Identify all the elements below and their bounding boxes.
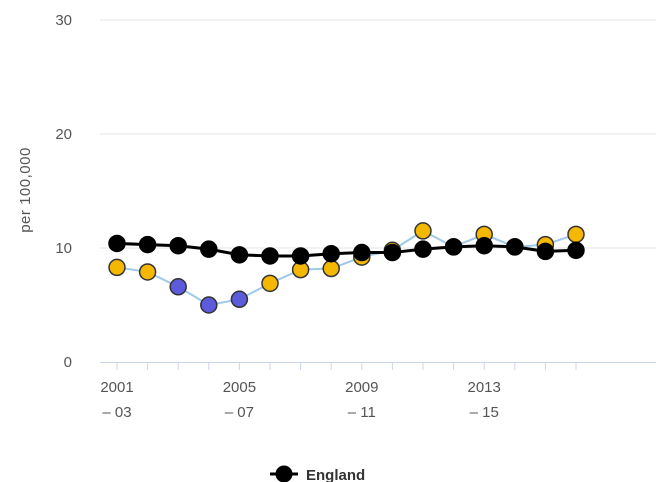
england-data-point[interactable]: [353, 243, 371, 262]
x-tick-label-range: – 11: [348, 404, 376, 421]
series: [108, 222, 585, 314]
x-tick-label: 2013: [468, 379, 501, 396]
england-data-point[interactable]: [322, 244, 340, 263]
legend-item-england[interactable]: England: [306, 467, 365, 482]
area-data-point[interactable]: [200, 296, 218, 314]
y-tick-label: 20: [55, 126, 72, 143]
england-data-point[interactable]: [383, 243, 402, 262]
england-data-point[interactable]: [506, 238, 524, 256]
area-data-point[interactable]: [322, 259, 340, 278]
y-axis-title: per 100,000: [17, 147, 34, 233]
england-series-line: [116, 241, 577, 258]
area-data-point[interactable]: [261, 274, 279, 293]
england-data-point[interactable]: [200, 240, 218, 258]
england-data-point[interactable]: [138, 235, 157, 254]
series-points: [108, 222, 585, 314]
area-data-point[interactable]: [108, 258, 126, 277]
x-tick-label: 2009: [345, 379, 378, 396]
series-lines: [116, 229, 577, 306]
y-axis-ticks: 0 10 20 30: [55, 12, 72, 371]
area-data-point[interactable]: [169, 278, 187, 296]
area-data-point[interactable]: [138, 263, 157, 281]
x-tick-label-range: – 07: [225, 404, 254, 421]
area-series-line: [116, 229, 577, 306]
y-tick-label: 10: [55, 240, 72, 257]
x-tick-label-range: – 15: [470, 404, 499, 421]
england-data-point[interactable]: [414, 240, 432, 258]
area-data-point[interactable]: [567, 225, 585, 244]
legend-point-symbol: [275, 465, 293, 482]
y-tick-label: 0: [64, 354, 72, 371]
england-data-point[interactable]: [108, 234, 126, 253]
gridlines: [100, 19, 656, 249]
x-axis: 2001 – 03 2005 – 07 2009 – 11 2013 – 15: [100, 362, 656, 421]
area-data-point[interactable]: [414, 222, 432, 240]
england-data-point[interactable]: [230, 246, 249, 264]
area-data-point[interactable]: [230, 290, 249, 309]
england-data-point[interactable]: [169, 236, 187, 255]
y-tick-label: 30: [55, 12, 72, 29]
england-data-point[interactable]: [567, 241, 585, 260]
x-tick-label-range: – 03: [102, 404, 131, 421]
england-data-point[interactable]: [444, 238, 463, 256]
x-tick-label: 2001: [100, 379, 133, 396]
legend[interactable]: England: [270, 465, 365, 482]
england-data-point[interactable]: [261, 247, 279, 265]
england-data-point[interactable]: [475, 236, 493, 255]
x-tick-label: 2005: [223, 379, 256, 396]
england-data-point[interactable]: [536, 242, 555, 261]
england-data-point[interactable]: [291, 247, 310, 265]
